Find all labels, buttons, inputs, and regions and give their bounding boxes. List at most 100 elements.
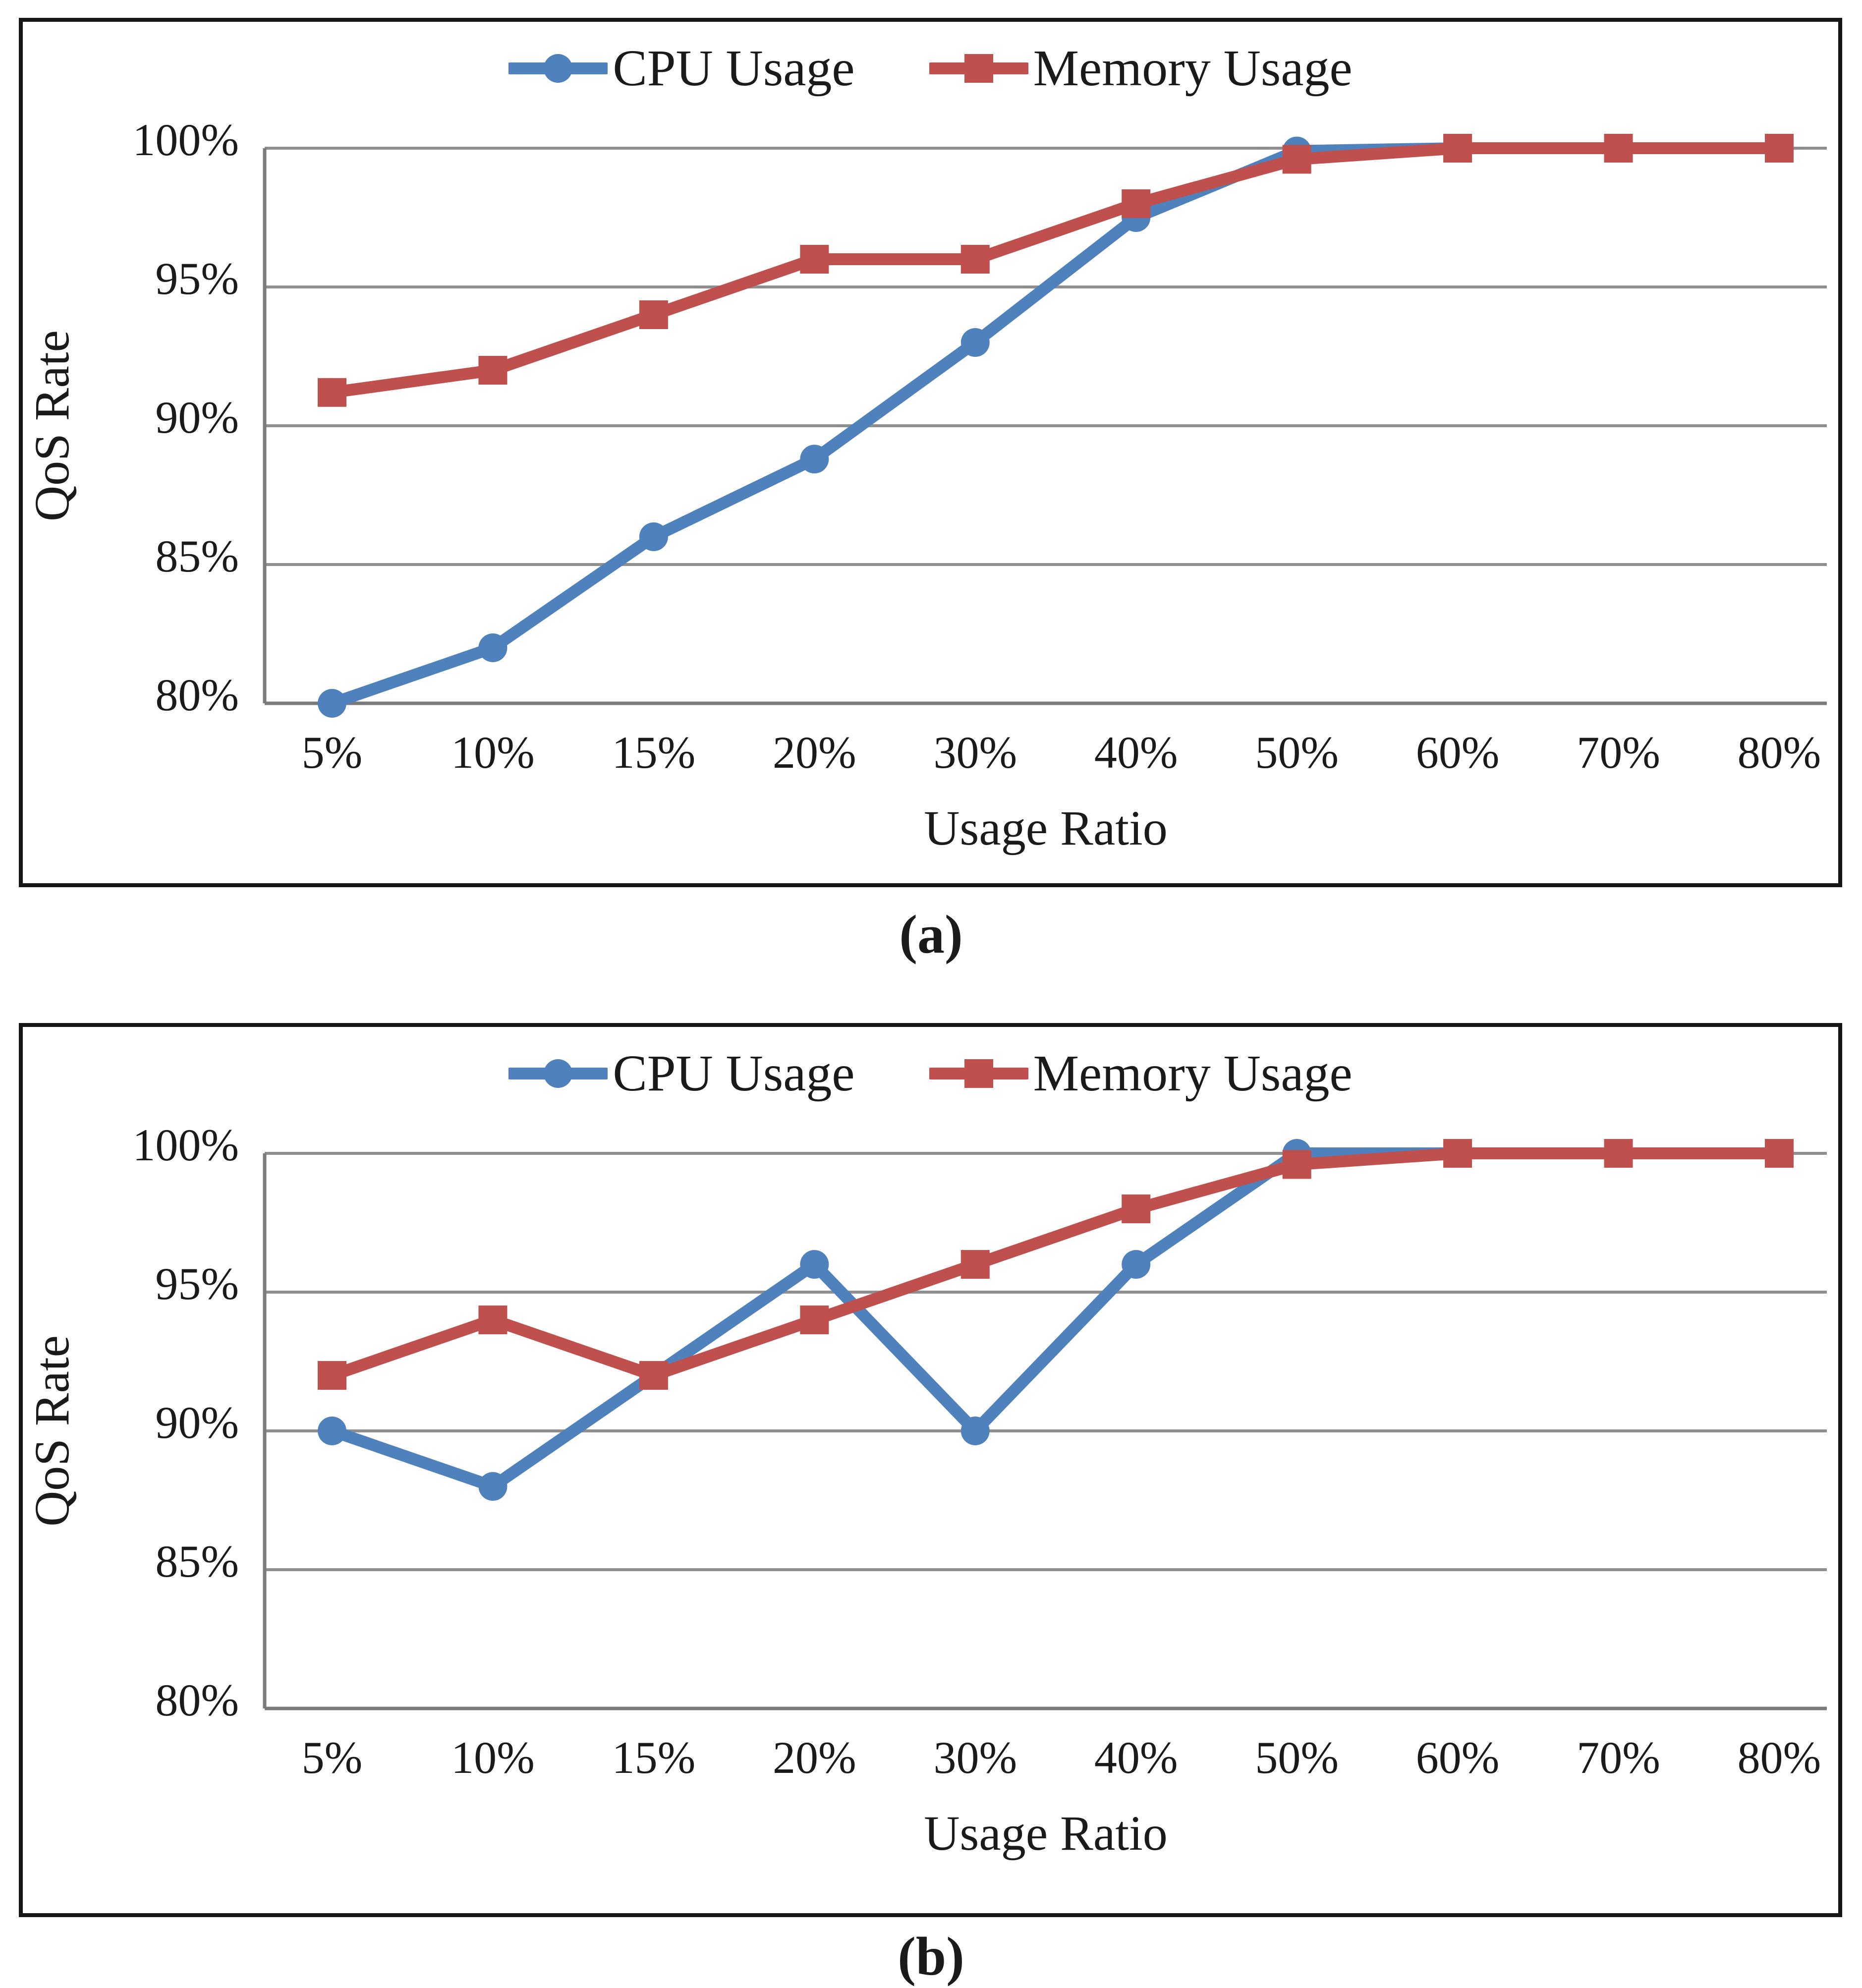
data-point-marker <box>1122 1194 1151 1223</box>
data-point-marker <box>639 300 668 329</box>
x-tick-label: 5% <box>302 727 363 778</box>
y-tick-label: 80% <box>155 670 239 720</box>
y-tick-label: 90% <box>155 1397 239 1448</box>
data-point-marker <box>1122 1250 1151 1279</box>
x-tick-labels: 5% 10% 15% 20% 30% 40% 50% 60% 70% 80% <box>302 1732 1821 1783</box>
x-tick-label: 30% <box>933 727 1017 778</box>
data-point-marker <box>960 1250 990 1279</box>
data-point-marker <box>639 522 668 551</box>
data-point-marker <box>800 245 829 274</box>
x-tick-label: 80% <box>1738 727 1821 778</box>
x-tick-label: 70% <box>1577 1732 1660 1783</box>
memory-usage-series <box>318 1139 1794 1390</box>
data-point-marker <box>478 633 508 662</box>
data-point-marker <box>544 54 573 83</box>
y-tick-labels: 80% 85% 90% 95% 100% <box>132 1120 239 1725</box>
data-point-marker <box>1604 134 1633 163</box>
cpu-usage-series <box>318 1139 1794 1501</box>
x-tick-label: 10% <box>451 1732 535 1783</box>
line-chart-b: 80% 85% 90% 95% 100% 5% 10% 15% 20% 30% 40% 50% 60% 7… <box>24 1120 1827 1861</box>
legend-label: CPU Usage <box>613 1045 855 1102</box>
legend-label: Memory Usage <box>1033 1045 1353 1102</box>
data-point-marker <box>318 1361 346 1390</box>
x-axis-title: Usage Ratio <box>924 1806 1168 1861</box>
data-point-marker <box>639 1361 668 1390</box>
figure-a-caption: (a) <box>0 903 1862 966</box>
data-point-marker <box>318 378 346 407</box>
square-marker-line-icon <box>929 1059 1028 1088</box>
series-line <box>326 1147 1785 1492</box>
legend-label: Memory Usage <box>1033 40 1353 97</box>
x-tick-label: 20% <box>773 727 856 778</box>
y-tick-label: 85% <box>155 1536 239 1587</box>
circle-marker-line-icon <box>508 1059 608 1088</box>
figure-b-panel: CPU Usage Memory Usage 80% 85% 90% 95% 100% 5%… <box>19 1023 1842 1917</box>
data-point-marker <box>1443 1139 1472 1168</box>
data-point-marker <box>1765 134 1794 163</box>
x-tick-label: 70% <box>1577 727 1660 778</box>
data-point-marker <box>1282 1150 1311 1179</box>
data-point-marker <box>478 1472 508 1501</box>
data-point-marker <box>964 54 993 83</box>
y-axis-title: QoS Rate <box>24 330 79 521</box>
y-tick-label: 80% <box>155 1675 239 1725</box>
memory-usage-series <box>318 134 1794 407</box>
x-axis-title: Usage Ratio <box>924 800 1168 855</box>
x-tick-label: 15% <box>612 727 696 778</box>
gridlines <box>265 147 1827 705</box>
x-tick-label: 50% <box>1255 1732 1339 1783</box>
data-point-marker <box>960 328 990 357</box>
y-tick-label: 95% <box>155 1258 239 1309</box>
y-tick-label: 85% <box>155 531 239 581</box>
series-line <box>326 1147 1785 1381</box>
x-tick-label: 40% <box>1094 727 1178 778</box>
data-point-marker <box>1282 145 1311 174</box>
legend-item-memory-usage: Memory Usage <box>929 43 1353 94</box>
y-axis-title: QoS Rate <box>24 1335 79 1527</box>
x-tick-label: 40% <box>1094 1732 1178 1783</box>
y-tick-label: 100% <box>132 114 239 165</box>
data-point-marker <box>960 245 990 274</box>
data-point-marker <box>800 1250 829 1279</box>
y-tick-label: 95% <box>155 253 239 304</box>
data-point-marker <box>1443 134 1472 163</box>
y-tick-labels: 80% 85% 90% 95% 100% <box>132 114 239 720</box>
legend: CPU Usage Memory Usage <box>23 43 1838 94</box>
square-marker-line-icon <box>929 54 1028 83</box>
x-tick-label: 60% <box>1416 727 1500 778</box>
x-tick-label: 10% <box>451 727 535 778</box>
legend-item-cpu-usage: CPU Usage <box>508 40 855 97</box>
data-point-marker <box>1122 189 1151 218</box>
x-tick-label: 80% <box>1738 1732 1821 1783</box>
data-point-marker <box>1604 1139 1633 1168</box>
data-point-marker <box>318 689 346 718</box>
figure-b-caption-text: (b) <box>898 1926 964 1987</box>
y-tick-label: 90% <box>155 392 239 443</box>
legend: CPU Usage Memory Usage <box>23 1048 1838 1099</box>
data-point-marker <box>1765 1139 1794 1168</box>
x-tick-label: 60% <box>1416 1732 1500 1783</box>
circle-marker-line-icon <box>508 54 608 83</box>
x-tick-label: 15% <box>612 1732 696 1783</box>
figure-a-panel: CPU Usage Memory Usage 80% 85% 90% 95% 100% 5%… <box>19 18 1842 887</box>
figure-a-caption-text: (a) <box>899 904 963 965</box>
data-point-marker <box>800 1306 829 1334</box>
series-line <box>326 142 1785 398</box>
x-tick-label: 30% <box>933 1732 1017 1783</box>
data-point-marker <box>318 1417 346 1445</box>
x-tick-label: 50% <box>1255 727 1339 778</box>
legend-item-memory-usage: Memory Usage <box>929 1048 1353 1099</box>
data-point-marker <box>800 445 829 474</box>
data-point-marker <box>544 1059 573 1088</box>
data-point-marker <box>964 1059 993 1088</box>
line-chart-a: 80% 85% 90% 95% 100% 5% 10% 15% 20% 30% 40% 50% 60% 7… <box>24 114 1827 855</box>
x-tick-label: 20% <box>773 1732 856 1783</box>
x-tick-label: 5% <box>302 1732 363 1783</box>
data-point-marker <box>478 1306 508 1334</box>
data-point-marker <box>478 356 508 385</box>
legend-item-cpu-usage: CPU Usage <box>508 1045 855 1102</box>
legend-label: CPU Usage <box>613 40 855 97</box>
x-tick-labels: 5% 10% 15% 20% 30% 40% 50% 60% 70% 80% <box>302 727 1821 778</box>
data-point-marker <box>960 1417 990 1445</box>
figure-b-caption: (b) <box>0 1925 1862 1988</box>
